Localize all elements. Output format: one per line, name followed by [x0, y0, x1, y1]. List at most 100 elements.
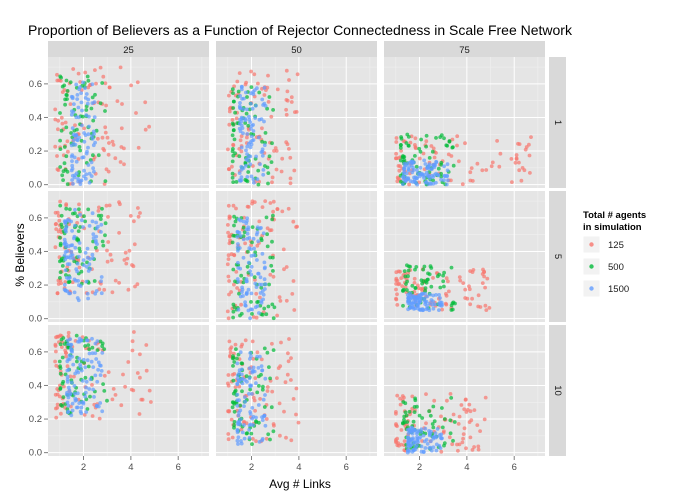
- point-series-125: [288, 176, 293, 181]
- point-series-1500: [247, 236, 252, 240]
- point-series-500: [232, 423, 237, 428]
- point-series-1500: [74, 133, 79, 138]
- point-series-1500: [238, 350, 243, 355]
- point-series-500: [403, 410, 408, 415]
- point-series-125: [412, 281, 417, 285]
- point-series-500: [248, 387, 253, 392]
- point-series-125: [498, 151, 503, 156]
- point-series-500: [269, 263, 274, 268]
- point-series-1500: [421, 292, 425, 296]
- point-series-125: [102, 287, 107, 292]
- point-series-125: [465, 408, 470, 412]
- point-series-125: [260, 126, 264, 131]
- point-series-1500: [238, 266, 243, 271]
- point-series-1500: [85, 149, 89, 154]
- point-series-500: [81, 114, 85, 119]
- point-series-1500: [86, 97, 91, 102]
- point-series-1500: [64, 227, 68, 231]
- point-series-500: [100, 344, 105, 349]
- point-series-1500: [238, 408, 243, 413]
- point-series-1500: [249, 101, 253, 106]
- point-series-500: [232, 305, 237, 309]
- facet-strip-row-5: [549, 191, 566, 322]
- point-series-125: [424, 421, 428, 426]
- point-series-125: [264, 436, 269, 441]
- point-series-500: [64, 206, 69, 211]
- point-series-125: [439, 414, 443, 419]
- point-series-1500: [241, 255, 246, 260]
- point-series-125: [226, 432, 231, 436]
- point-series-500: [233, 110, 238, 115]
- point-series-500: [257, 420, 261, 425]
- point-series-125: [289, 100, 294, 104]
- point-series-1500: [72, 384, 77, 388]
- point-series-125: [456, 422, 461, 426]
- point-series-1500: [72, 155, 77, 160]
- point-series-1500: [245, 132, 250, 136]
- point-series-1500: [245, 279, 249, 284]
- point-series-125: [227, 93, 231, 98]
- point-series-125: [104, 103, 108, 108]
- x-axis-title: Avg # Links: [269, 477, 331, 491]
- point-series-125: [70, 280, 75, 285]
- point-series-1500: [248, 269, 253, 273]
- point-series-1500: [63, 219, 68, 224]
- facet-panel-25-1: [48, 57, 209, 188]
- point-series-125: [253, 376, 258, 380]
- point-series-125: [396, 164, 401, 168]
- point-series-1500: [236, 435, 241, 440]
- point-series-1500: [255, 230, 260, 235]
- point-series-125: [138, 375, 142, 380]
- point-series-125: [235, 286, 240, 290]
- point-series-1500: [439, 177, 443, 182]
- point-series-500: [442, 441, 447, 445]
- point-series-1500: [425, 442, 430, 446]
- point-series-125: [444, 276, 449, 281]
- point-series-125: [444, 302, 449, 307]
- point-series-1500: [243, 118, 248, 123]
- point-series-125: [451, 412, 456, 417]
- point-series-1500: [62, 237, 67, 242]
- point-series-500: [88, 394, 92, 399]
- panel-background: [48, 57, 209, 188]
- point-series-125: [439, 449, 444, 454]
- point-series-1500: [422, 298, 427, 303]
- point-series-1500: [415, 168, 419, 172]
- point-series-125: [233, 342, 238, 347]
- point-series-125: [461, 281, 466, 285]
- point-series-125: [271, 422, 276, 426]
- point-series-125: [104, 203, 109, 208]
- point-series-1500: [80, 378, 85, 383]
- point-series-1500: [419, 449, 424, 454]
- point-series-125: [513, 160, 518, 165]
- point-series-125: [282, 409, 286, 414]
- point-series-1500: [235, 403, 240, 408]
- point-series-1500: [258, 275, 263, 280]
- point-series-1500: [434, 434, 439, 439]
- point-series-125: [55, 405, 60, 410]
- point-series-1500: [235, 392, 240, 397]
- point-series-500: [75, 359, 79, 364]
- point-series-500: [271, 269, 275, 273]
- point-series-500: [257, 384, 261, 388]
- point-series-500: [406, 135, 411, 139]
- point-series-1500: [248, 162, 253, 167]
- point-series-1500: [238, 417, 243, 422]
- point-series-500: [271, 316, 276, 321]
- point-series-500: [406, 268, 411, 273]
- point-series-500: [232, 360, 237, 364]
- point-series-1500: [435, 427, 440, 431]
- point-series-500: [419, 137, 423, 142]
- point-series-500: [267, 95, 272, 99]
- point-series-500: [444, 143, 449, 148]
- point-series-500: [105, 398, 109, 403]
- point-series-125: [269, 114, 274, 119]
- point-series-1500: [406, 297, 411, 301]
- point-series-125: [415, 283, 420, 288]
- point-series-1500: [444, 182, 449, 187]
- point-series-500: [246, 170, 251, 174]
- point-series-1500: [256, 403, 261, 407]
- point-series-1500: [247, 392, 251, 396]
- point-series-500: [265, 106, 269, 111]
- point-series-1500: [246, 158, 250, 163]
